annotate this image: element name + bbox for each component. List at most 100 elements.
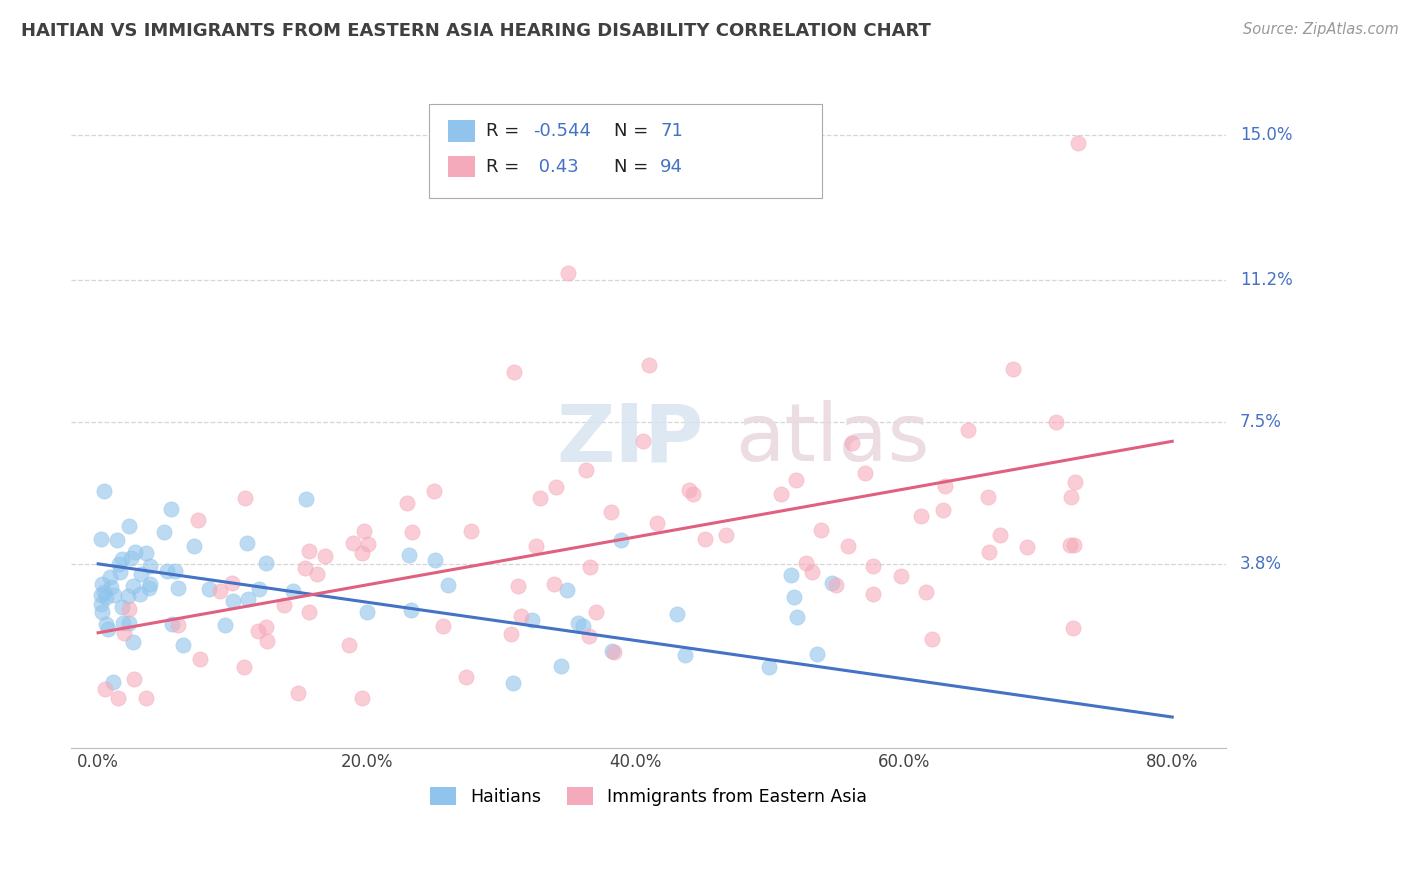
Point [135, 690, 157, 705]
Point [357, 537, 380, 551]
Point [825, 578, 848, 592]
Point [837, 539, 859, 553]
Point [502, 676, 524, 690]
Text: R =: R = [486, 122, 524, 140]
Point [910, 508, 932, 523]
Point [190, 652, 212, 666]
Point [780, 568, 803, 582]
Point [281, 584, 304, 599]
Point [124, 672, 146, 686]
Point [695, 532, 717, 546]
Point [399, 603, 422, 617]
Point [506, 578, 529, 592]
Text: HAITIAN VS IMMIGRANTS FROM EASTERN ASIA HEARING DISABILITY CORRELATION CHART: HAITIAN VS IMMIGRANTS FROM EASTERN ASIA … [21, 22, 931, 40]
Text: 15.0%: 15.0% [1240, 126, 1292, 144]
Point [111, 552, 134, 566]
FancyBboxPatch shape [447, 156, 475, 178]
Point [423, 484, 446, 499]
Point [571, 619, 593, 633]
Point [232, 660, 254, 674]
Point [509, 609, 531, 624]
Point [139, 576, 162, 591]
Point [794, 556, 817, 570]
Point [135, 546, 157, 560]
Text: N =: N = [614, 158, 654, 176]
Point [578, 560, 600, 574]
Point [118, 602, 141, 616]
Point [103, 588, 125, 602]
Point [1002, 361, 1025, 376]
Point [682, 487, 704, 501]
Point [783, 590, 806, 604]
Point [120, 551, 142, 566]
Point [122, 579, 145, 593]
Point [138, 582, 160, 596]
Point [423, 552, 446, 566]
Point [94, 617, 117, 632]
Point [567, 616, 589, 631]
Point [862, 587, 884, 601]
Text: 7.5%: 7.5% [1240, 413, 1282, 431]
Point [111, 615, 134, 630]
Point [90, 577, 112, 591]
Point [111, 599, 134, 614]
Point [117, 615, 139, 630]
Point [94, 682, 117, 697]
Point [977, 545, 1000, 559]
Point [353, 524, 375, 538]
Point [977, 490, 1000, 504]
Point [166, 618, 188, 632]
Point [678, 483, 700, 497]
Point [108, 565, 131, 579]
Point [758, 659, 780, 673]
Point [1060, 491, 1083, 505]
Point [862, 559, 884, 574]
Text: 0.43: 0.43 [533, 158, 579, 176]
Point [1059, 538, 1081, 552]
Point [395, 495, 418, 509]
Point [1063, 475, 1085, 489]
Point [603, 645, 626, 659]
Text: Source: ZipAtlas.com: Source: ZipAtlas.com [1243, 22, 1399, 37]
Point [585, 605, 607, 619]
Point [93, 584, 115, 599]
Point [1015, 540, 1038, 554]
Point [356, 605, 378, 619]
Point [520, 613, 543, 627]
Point [890, 568, 912, 582]
Text: 3.8%: 3.8% [1240, 555, 1282, 573]
Point [129, 566, 152, 581]
Point [990, 528, 1012, 542]
Point [298, 606, 321, 620]
Point [398, 548, 420, 562]
Point [183, 539, 205, 553]
Text: N =: N = [614, 122, 654, 140]
Point [1063, 538, 1085, 552]
Point [575, 463, 598, 477]
Point [221, 576, 243, 591]
Point [841, 435, 863, 450]
Point [550, 658, 572, 673]
Point [609, 533, 631, 547]
Point [172, 638, 194, 652]
Point [298, 544, 321, 558]
Point [501, 627, 523, 641]
Point [118, 518, 141, 533]
Point [256, 633, 278, 648]
Point [352, 546, 374, 560]
Point [637, 358, 659, 372]
Point [156, 564, 179, 578]
Point [337, 638, 360, 652]
Point [524, 539, 547, 553]
Point [121, 635, 143, 649]
Point [238, 592, 260, 607]
Point [214, 618, 236, 632]
Point [90, 597, 112, 611]
Point [599, 505, 621, 519]
Point [666, 607, 689, 621]
Point [107, 690, 129, 705]
Point [914, 584, 936, 599]
FancyBboxPatch shape [429, 104, 821, 198]
Point [529, 491, 551, 505]
Point [160, 617, 183, 632]
